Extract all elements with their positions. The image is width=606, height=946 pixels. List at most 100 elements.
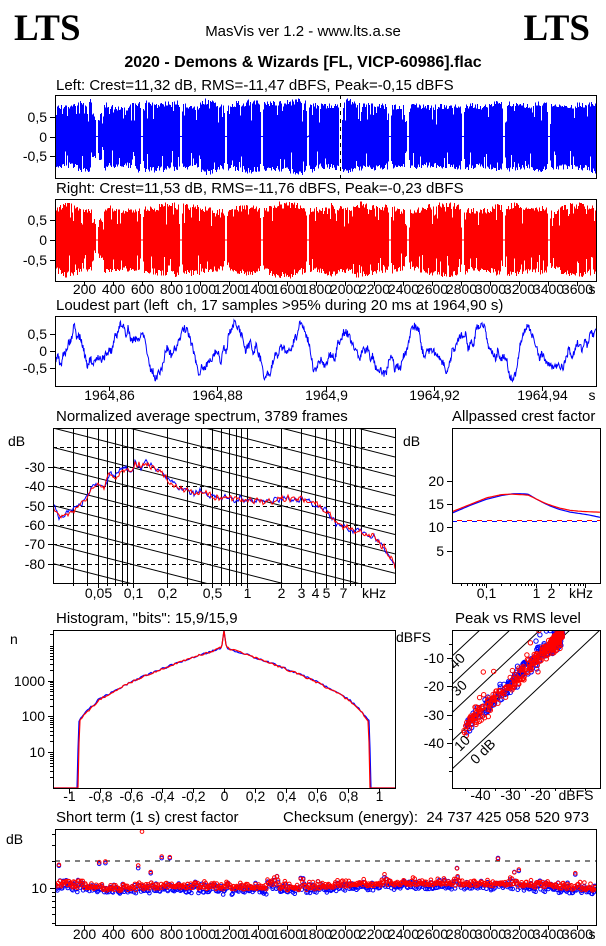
svg-text:0,4: 0,4 <box>277 788 297 804</box>
histogram-title: Histogram, "bits": 15,9/15,9 <box>56 610 238 627</box>
svg-text:dBFS: dBFS <box>558 787 593 803</box>
svg-text:10: 10 <box>451 732 473 754</box>
svg-text:1200: 1200 <box>214 281 245 297</box>
checksum-label: Checksum (energy): 24 737 425 058 520 97… <box>283 809 590 826</box>
svg-text:5: 5 <box>436 543 444 559</box>
svg-text:0,1: 0,1 <box>477 585 497 601</box>
peak-vs-rms-chart: 40 30 100 dB -10 -20 -30 -40 -40 -30 -20 dBFS dBFS <box>396 629 601 803</box>
svg-text:1400: 1400 <box>243 926 274 942</box>
svg-text:1000: 1000 <box>185 926 216 942</box>
svg-text:0: 0 <box>39 343 47 359</box>
svg-text:0,05: 0,05 <box>85 585 112 601</box>
svg-text:1200: 1200 <box>214 926 245 942</box>
svg-text:2600: 2600 <box>417 926 448 942</box>
svg-text:20: 20 <box>428 473 444 489</box>
spectrum-title: Normalized average spectrum, 3789 frames <box>56 408 348 425</box>
svg-text:3: 3 <box>298 585 306 601</box>
svg-text:3400: 3400 <box>533 281 564 297</box>
svg-text:200: 200 <box>73 281 97 297</box>
svg-text:-40: -40 <box>470 787 490 803</box>
file-title: 2020 - Demons & Wizards [FL, VICP-60986]… <box>124 54 482 71</box>
svg-text:dBFS: dBFS <box>396 629 431 645</box>
svg-text:0,8: 0,8 <box>339 788 359 804</box>
svg-text:-60: -60 <box>25 517 45 533</box>
svg-text:1964,94: 1964,94 <box>517 387 568 403</box>
svg-text:-0,2: -0,2 <box>181 788 205 804</box>
svg-text:1000: 1000 <box>14 673 45 689</box>
svg-text:10: 10 <box>428 519 444 535</box>
svg-text:1964,88: 1964,88 <box>192 387 243 403</box>
svg-text:-0,6: -0,6 <box>119 788 143 804</box>
svg-text:-0,5: -0,5 <box>23 148 47 164</box>
svg-text:3200: 3200 <box>504 926 535 942</box>
svg-text:10: 10 <box>29 744 45 760</box>
app-version-info: MasVis ver 1.2 - www.lts.a.se <box>205 23 401 40</box>
svg-text:400: 400 <box>102 281 126 297</box>
short-term-crest-chart: 10 200 400 600 800 10001200140016001800200022… <box>6 829 597 942</box>
svg-text:3600: 3600 <box>562 926 593 942</box>
waveform-left-chart: 0,5 0 -0,5 <box>23 95 597 179</box>
svg-text:400: 400 <box>102 926 126 942</box>
svg-text:15: 15 <box>428 496 444 512</box>
svg-text:2200: 2200 <box>359 281 390 297</box>
svg-text:1800: 1800 <box>301 281 332 297</box>
svg-text:0: 0 <box>39 129 47 145</box>
svg-text:0: 0 <box>39 232 47 248</box>
svg-text:3200: 3200 <box>504 281 535 297</box>
svg-text:10: 10 <box>31 880 47 896</box>
svg-text:0,1: 0,1 <box>124 585 144 601</box>
svg-text:-30: -30 <box>500 787 520 803</box>
svg-text:0,2: 0,2 <box>158 585 178 601</box>
svg-text:200: 200 <box>73 926 97 942</box>
svg-text:2400: 2400 <box>388 281 419 297</box>
svg-text:2: 2 <box>278 585 286 601</box>
svg-text:s: s <box>589 281 596 297</box>
svg-text:-80: -80 <box>25 556 45 572</box>
waveform-right-chart: 0,5 0 -0,5 200 400 600 800 10001200140016001800… <box>23 199 597 297</box>
svg-text:-0,5: -0,5 <box>23 360 47 376</box>
svg-text:0,5: 0,5 <box>28 212 48 228</box>
histogram-chart: 1000 100 10 -1 -0,8 -0,6 -0,4 -0,2 0 0,2 0,4 0,6 0,8… <box>10 630 396 804</box>
svg-text:2800: 2800 <box>446 281 477 297</box>
svg-text:2800: 2800 <box>446 926 477 942</box>
svg-text:2200: 2200 <box>359 926 390 942</box>
svg-text:-20: -20 <box>530 787 550 803</box>
svg-text:3000: 3000 <box>475 926 506 942</box>
svg-text:-0,8: -0,8 <box>88 788 112 804</box>
svg-text:-10: -10 <box>424 650 444 666</box>
svg-text:s: s <box>589 387 596 403</box>
svg-text:1964,92: 1964,92 <box>409 387 460 403</box>
svg-text:0,5: 0,5 <box>28 326 48 342</box>
svg-text:800: 800 <box>160 281 184 297</box>
svg-text:1400: 1400 <box>243 281 274 297</box>
svg-text:0 dB: 0 dB <box>467 735 499 767</box>
svg-text:1000: 1000 <box>185 281 216 297</box>
short-term-title: Short term (1 s) crest factor <box>56 809 239 826</box>
svg-text:0,5: 0,5 <box>28 109 48 125</box>
svg-text:2000: 2000 <box>330 926 361 942</box>
loudest-part-chart: 0,50-0,5 1964,86 1964,88 1964,9 1964,92 1964,… <box>23 316 597 403</box>
svg-text:1600: 1600 <box>272 281 303 297</box>
svg-text:dB: dB <box>6 831 23 847</box>
svg-text:kHz: kHz <box>569 585 593 601</box>
allpassed-crest-chart: 20 15 10 5 0,1 1 2 kHz dB <box>403 428 601 601</box>
svg-text:1600: 1600 <box>272 926 303 942</box>
right-channel-stats: Right: Crest=11,53 dB, RMS=-11,76 dBFS, … <box>56 180 464 197</box>
svg-text:1: 1 <box>244 585 252 601</box>
svg-text:800: 800 <box>160 926 184 942</box>
svg-text:-40: -40 <box>424 735 444 751</box>
svg-text:dB: dB <box>403 433 420 449</box>
svg-text:-0,5: -0,5 <box>23 252 47 268</box>
svg-text:7: 7 <box>340 585 348 601</box>
svg-text:1: 1 <box>376 788 384 804</box>
svg-text:3600: 3600 <box>562 281 593 297</box>
svg-text:-30: -30 <box>25 459 45 475</box>
svg-text:1964,86: 1964,86 <box>84 387 135 403</box>
svg-text:100: 100 <box>22 708 46 724</box>
svg-text:0,2: 0,2 <box>246 788 266 804</box>
svg-text:2: 2 <box>548 585 556 601</box>
svg-text:kHz: kHz <box>362 585 386 601</box>
svg-text:-1: -1 <box>63 788 76 804</box>
lts-logo-left: LTS <box>14 8 81 49</box>
